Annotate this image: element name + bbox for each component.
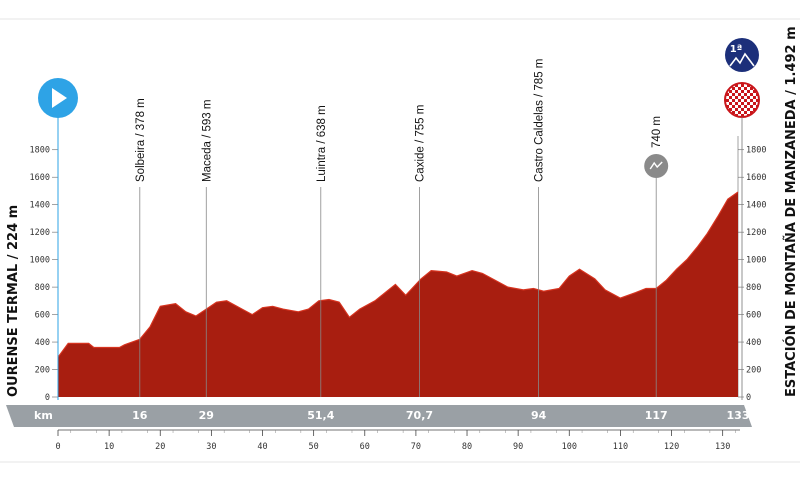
y-tick-label-left: 1800 <box>30 146 50 156</box>
y-tick-label-left: 200 <box>35 366 50 376</box>
x-axis-ticks: 0 10 20 30 40 50 60 70 80 90 100 110 120 130 <box>55 430 736 452</box>
distance-band <box>6 405 752 427</box>
band-km-value: 133 <box>727 409 750 422</box>
waypoint-label: Castro Caldelas / 785 m <box>534 59 546 182</box>
band-km-value: 94 <box>531 409 547 422</box>
y-tick-label-left: 600 <box>35 311 50 321</box>
band-km-value: 70,7 <box>406 409 433 422</box>
band-km-value: 51,4 <box>307 409 334 422</box>
band-km-values: 16 29 51,4 70,7 94 117 133 <box>132 409 749 422</box>
x-tick-label: 20 <box>155 442 165 452</box>
y-tick-label-right: 1400 <box>746 201 766 211</box>
x-tick-label: 80 <box>462 442 472 452</box>
y-tick-label-right: 800 <box>746 283 761 293</box>
y-tick-label-left: 1000 <box>30 256 50 266</box>
x-tick-label: 10 <box>104 442 114 452</box>
start-play-icon <box>38 78 78 400</box>
x-tick-label: 120 <box>664 442 679 452</box>
band-km-label: km <box>34 409 53 422</box>
x-tick-label: 30 <box>206 442 216 452</box>
x-tick-label: 60 <box>360 442 370 452</box>
y-tick-label-right: 1600 <box>746 173 766 183</box>
x-tick-label: 40 <box>257 442 267 452</box>
y-tick-label-left: 1400 <box>30 201 50 211</box>
band-km-value: 117 <box>645 409 668 422</box>
y-tick-label-right: 0 <box>746 393 751 403</box>
y-tick-label-right: 600 <box>746 311 761 321</box>
intermediate-sprint-icon <box>644 154 669 178</box>
y-tick-label-left: 800 <box>35 283 50 293</box>
y-tick-label-right: 400 <box>746 338 761 348</box>
waypoint-label: Maceda / 593 m <box>201 100 213 182</box>
finish-town-label: ESTACIÓN DE MONTAÑA DE MANZANEDA / 1.492… <box>783 26 799 397</box>
y-tick-label-right: 1200 <box>746 228 766 238</box>
x-tick-label: 0 <box>55 442 60 452</box>
climb-category-label: 1ª <box>730 44 743 55</box>
x-tick-label: 100 <box>562 442 577 452</box>
elevation-ridge-line <box>57 191 739 358</box>
checkered-finish-icon <box>724 82 760 400</box>
y-tick-label-right: 1000 <box>746 256 766 266</box>
y-tick-label-left: 0 <box>45 393 50 403</box>
y-tick-label-right: 200 <box>746 366 761 376</box>
x-tick-label: 70 <box>411 442 421 452</box>
x-tick-label: 130 <box>715 442 730 452</box>
waypoint-label: Solbeira / 378 m <box>135 98 147 182</box>
elevation-area <box>58 192 738 397</box>
mountain-category-icon: 1ª <box>725 38 759 72</box>
x-tick-label: 90 <box>513 442 523 452</box>
x-tick-label: 50 <box>309 442 319 452</box>
y-tick-label-right: 1800 <box>746 146 766 156</box>
y-tick-label-left: 1200 <box>30 228 50 238</box>
waypoint-label: Luintra / 638 m <box>316 105 328 182</box>
waypoints: Solbeira / 378 m Maceda / 593 m Luintra / … <box>135 59 669 397</box>
y-tick-label-left: 1600 <box>30 173 50 183</box>
y-tick-label-left: 400 <box>35 338 50 348</box>
band-km-value: 29 <box>199 409 214 422</box>
waypoint-label: 740 m <box>651 116 663 148</box>
start-town-label: OURENSE TERMAL / 224 m <box>6 205 21 397</box>
band-km-value: 16 <box>132 409 148 422</box>
waypoint-label: Caxide / 755 m <box>414 105 426 182</box>
x-tick-label: 110 <box>613 442 628 452</box>
